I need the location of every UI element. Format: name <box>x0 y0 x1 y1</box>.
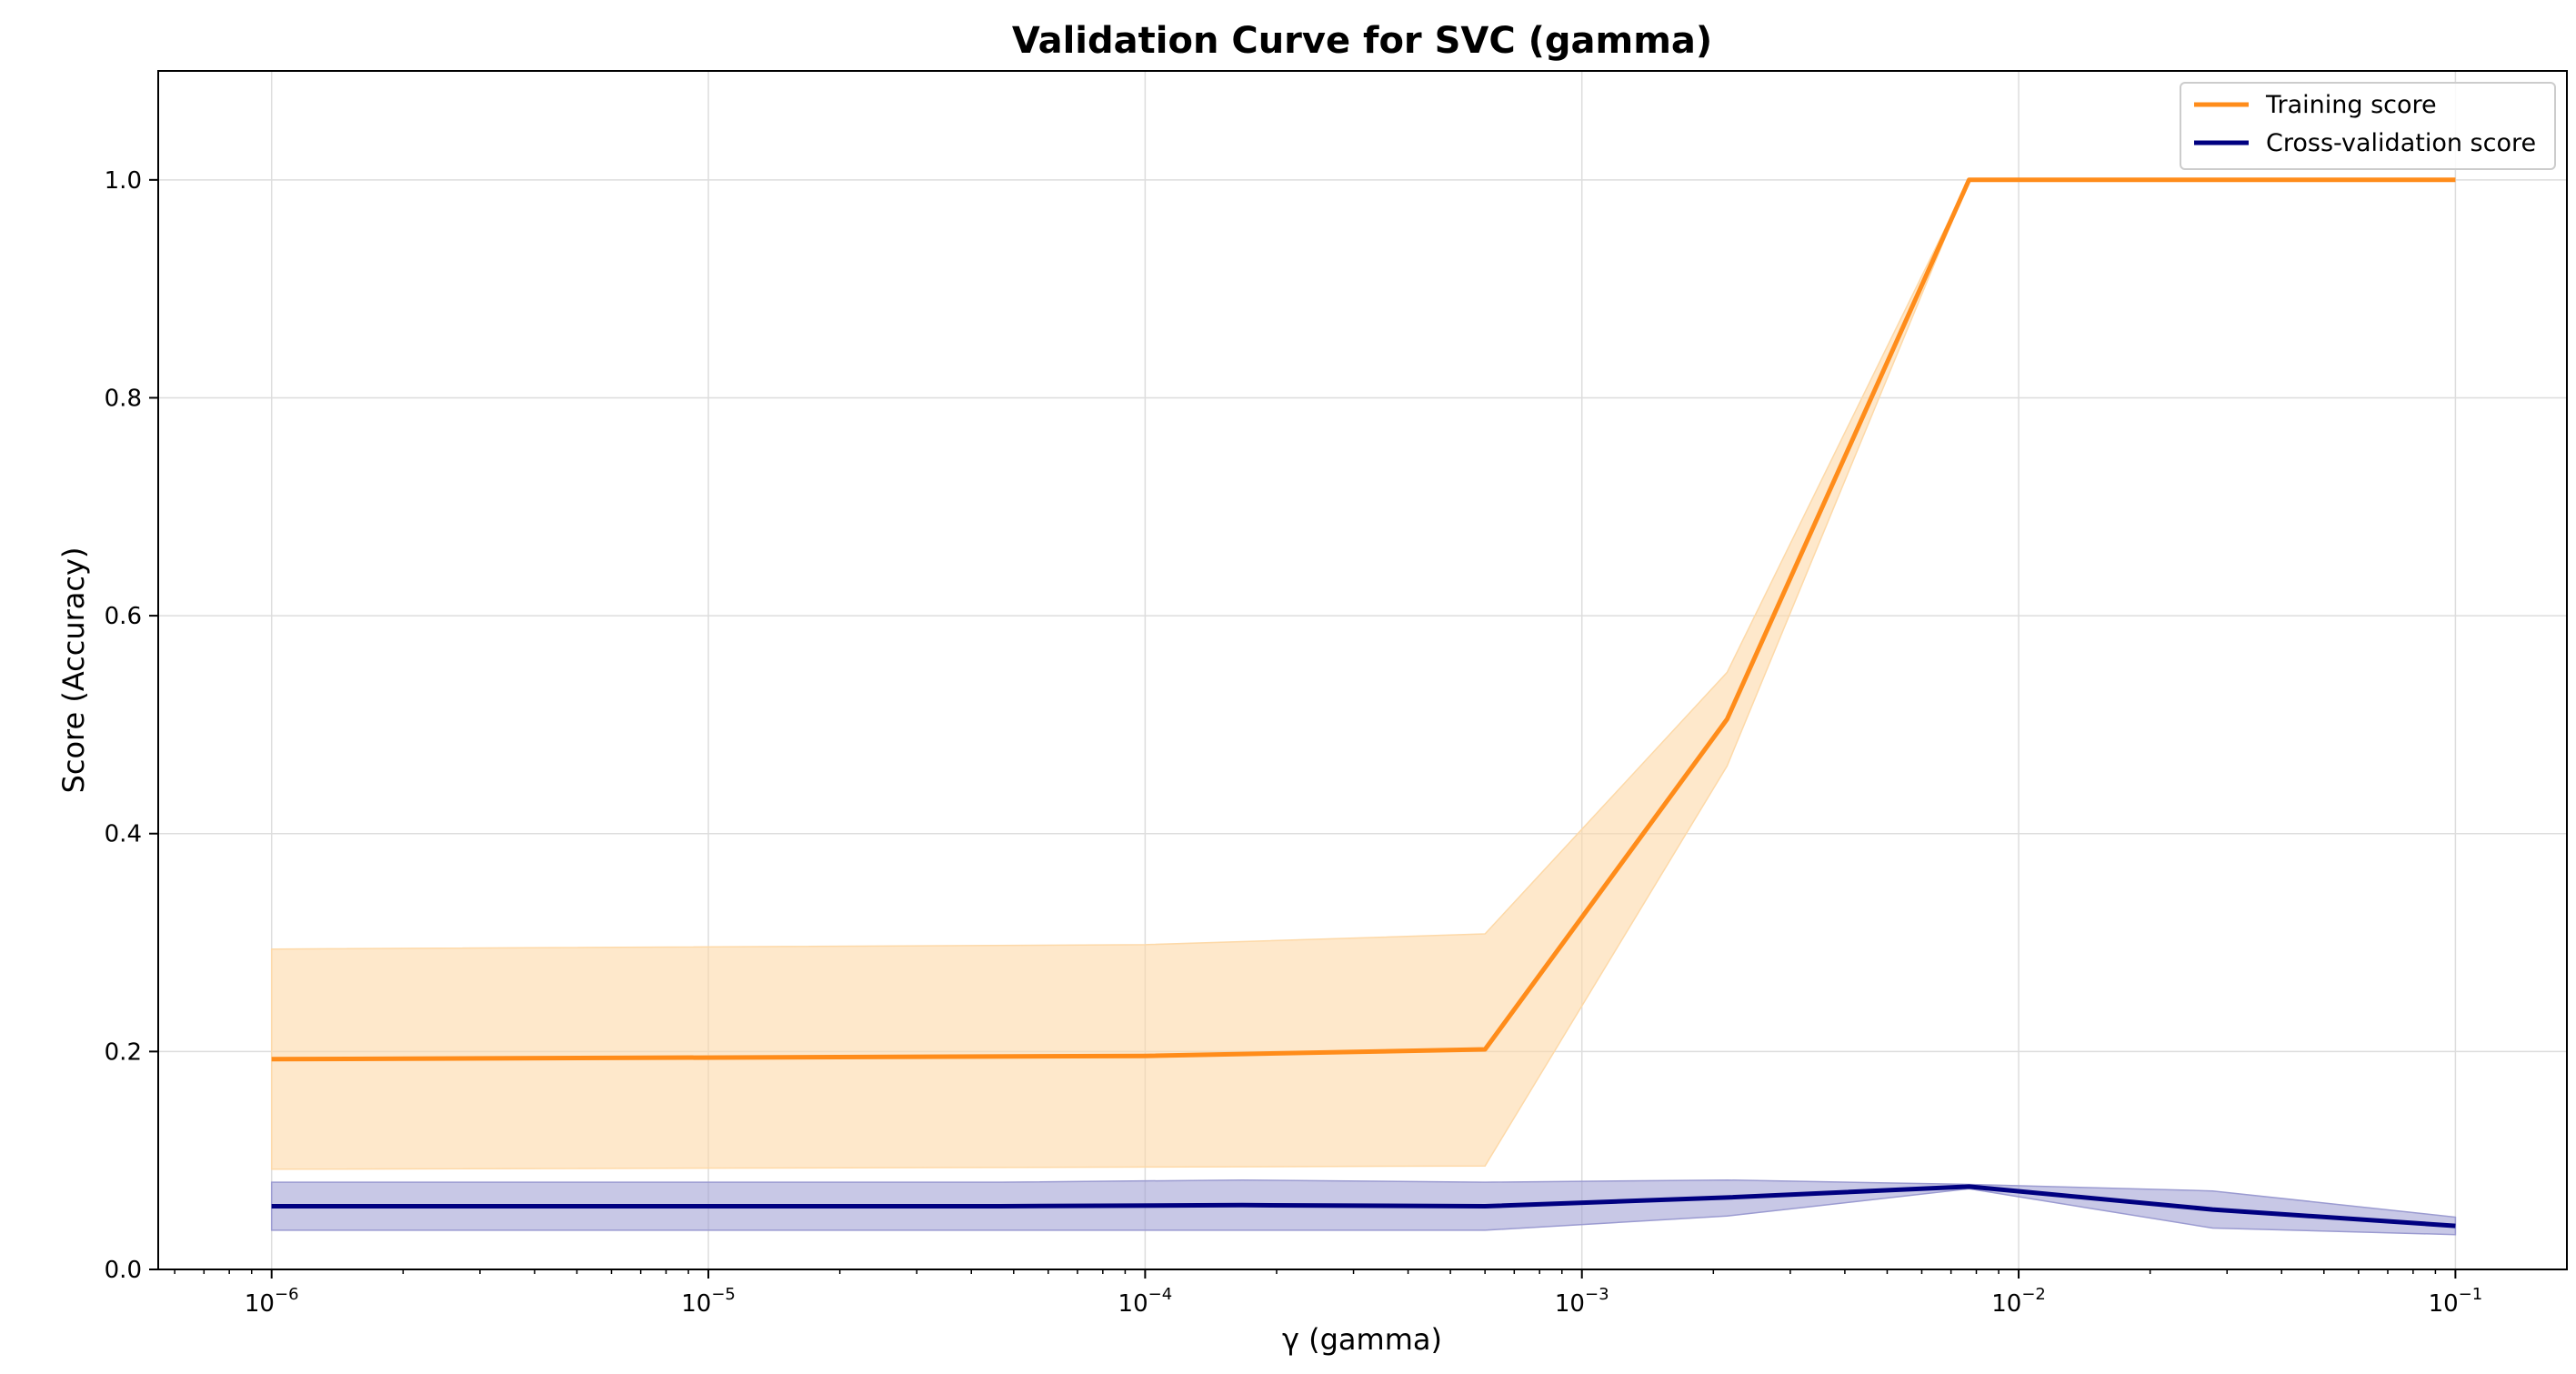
y-tick-label: 0.0 <box>105 1257 142 1284</box>
legend-label-cross-validation-score: Cross-validation score <box>2266 129 2536 157</box>
y-tick-label: 0.6 <box>105 603 142 630</box>
y-axis-label: Score (Accuracy) <box>56 547 91 794</box>
y-tick-label: 0.4 <box>105 821 142 848</box>
x-axis-label: γ (gamma) <box>1282 1322 1442 1357</box>
chart-title: Validation Curve for SVC (gamma) <box>1012 20 1712 62</box>
y-tick-label: 0.8 <box>105 385 142 412</box>
y-tick-label: 1.0 <box>105 167 142 195</box>
y-tick-label: 0.2 <box>105 1038 142 1066</box>
legend-label-training-score: Training score <box>2265 91 2437 119</box>
legend: Training score Cross-validation score <box>2180 83 2555 169</box>
